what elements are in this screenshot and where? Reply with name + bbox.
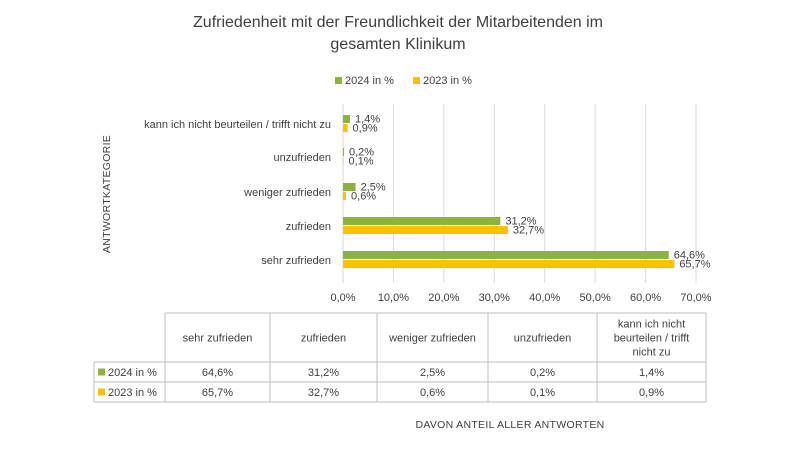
category-label: zufrieden [286,221,331,233]
data-label: 65,7% [679,259,710,271]
x-tick-label: 50,0% [580,292,611,304]
bar-2023 [343,226,508,234]
bar-2023 [343,192,347,200]
table-cell: 1,4% [639,367,664,379]
x-tick-label: 0,0% [330,292,355,304]
table-header: beurteilen / trifft [614,333,690,345]
table-cell: 32,7% [308,387,339,399]
data-label: 32,7% [513,225,544,237]
category-label: kann ich nicht beurteilen / trifft nicht… [144,119,331,131]
legend-swatch [335,77,342,84]
x-tick-label: 60,0% [630,292,661,304]
table-cell: 2,5% [420,367,445,379]
bar-2024 [343,183,356,191]
table-header: sehr zufrieden [183,333,253,345]
bar-2023 [343,157,344,165]
legend-label: 2024 in % [345,75,394,87]
data-label: 64,6% [674,250,705,262]
table-cell: 64,6% [202,367,233,379]
table-row-label: 2023 in % [108,387,157,399]
table-row-label: 2024 in % [108,367,157,379]
data-label: 2,5% [361,182,386,194]
chart-title-line: gesamten Klinikum [330,36,465,53]
bar-2023 [343,124,348,132]
table-cell: 31,2% [308,367,339,379]
x-axis-title: DAVON ANTEIL ALLER ANTWORTEN [415,419,604,431]
data-label: 0,2% [349,147,374,159]
x-tick-label: 70,0% [680,292,711,304]
table-legend-swatch [98,388,105,396]
legend-label: 2023 in % [423,75,472,87]
table-header: zufrieden [301,333,346,345]
table-header: nicht zu [633,347,671,359]
table-cell: 0,9% [639,387,664,399]
data-label: 1,4% [355,114,380,126]
x-tick-label: 20,0% [428,292,459,304]
legend-swatch [413,77,420,84]
x-tick-label: 30,0% [479,292,510,304]
data-label: 0,9% [353,123,378,135]
table-header: kann ich nicht [618,319,685,331]
table-cell: 0,6% [420,387,445,399]
bar-2024 [343,217,501,225]
x-tick-label: 10,0% [378,292,409,304]
x-tick-label: 40,0% [529,292,560,304]
bar-2023 [343,260,675,268]
category-label: weniger zufrieden [243,187,331,199]
y-axis-title: ANTWORTKATEGORIE [101,135,113,253]
table-header: weniger zufrieden [388,333,476,345]
bar-2024 [343,115,351,123]
table-cell: 0,2% [530,367,555,379]
bar-2024 [343,251,669,259]
table-legend-swatch [98,368,105,376]
chart-title-line: Zufriedenheit mit der Freundlichkeit der… [193,14,603,31]
bar-2024 [343,148,345,156]
category-label: unzufrieden [274,152,332,164]
data-label: 0,6% [351,191,376,203]
data-label: 0,1% [349,156,374,168]
table-header: unzufrieden [514,333,572,345]
table-cell: 0,1% [530,387,555,399]
category-label: sehr zufrieden [261,255,331,267]
data-label: 31,2% [505,216,536,228]
table-cell: 65,7% [202,387,233,399]
